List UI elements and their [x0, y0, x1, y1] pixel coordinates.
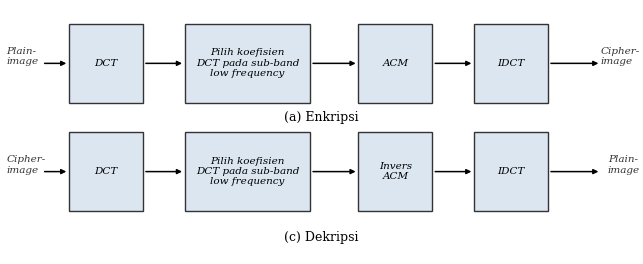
FancyBboxPatch shape [359, 24, 432, 103]
FancyBboxPatch shape [69, 132, 143, 211]
Text: Pilih koefisien
DCT pada sub-band
low frequency: Pilih koefisien DCT pada sub-band low fr… [196, 157, 299, 186]
Text: Pilih koefisien
DCT pada sub-band
low frequency: Pilih koefisien DCT pada sub-band low fr… [196, 49, 299, 78]
Text: IDCT: IDCT [498, 59, 525, 68]
Text: DCT: DCT [95, 167, 118, 176]
FancyBboxPatch shape [185, 24, 310, 103]
Text: DCT: DCT [95, 59, 118, 68]
Text: Cipher-
image: Cipher- image [601, 47, 640, 67]
Text: Cipher-
image: Cipher- image [6, 155, 46, 175]
Text: ACM: ACM [383, 59, 408, 68]
FancyBboxPatch shape [475, 132, 548, 211]
FancyBboxPatch shape [185, 132, 310, 211]
Text: IDCT: IDCT [498, 167, 525, 176]
FancyBboxPatch shape [359, 132, 432, 211]
FancyBboxPatch shape [69, 24, 143, 103]
FancyBboxPatch shape [475, 24, 548, 103]
Text: (a) Enkripsi: (a) Enkripsi [284, 111, 359, 124]
Text: Invers
ACM: Invers ACM [379, 162, 412, 181]
Text: Plain-
image: Plain- image [608, 155, 640, 175]
Text: (c) Dekripsi: (c) Dekripsi [284, 231, 359, 244]
Text: Plain-
image: Plain- image [6, 47, 39, 67]
